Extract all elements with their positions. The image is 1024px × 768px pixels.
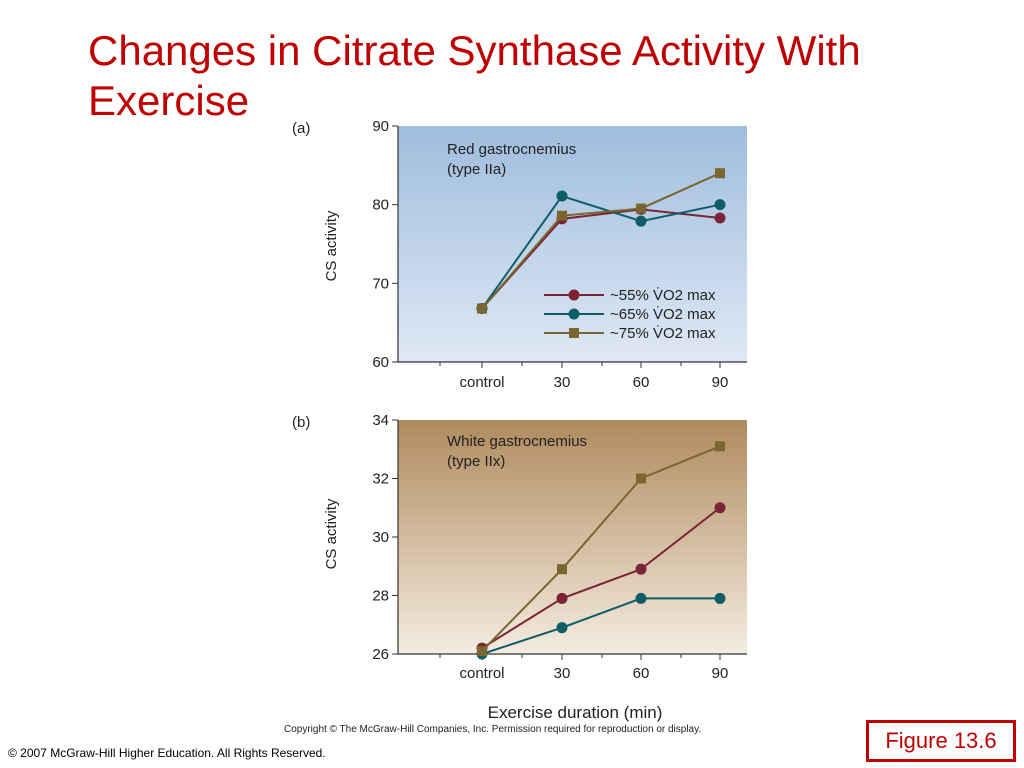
- x-tick-label: 90: [712, 374, 729, 391]
- panel-annotation: Red gastrocnemius: [447, 141, 576, 158]
- data-point-circle: [714, 592, 726, 604]
- y-axis-label: CS activity: [323, 210, 340, 281]
- y-tick-label: 28: [372, 588, 389, 605]
- y-tick-label: 90: [372, 118, 389, 135]
- series-line-3: [481, 445, 721, 652]
- panel-label: (b): [292, 414, 310, 431]
- y-tick-label: 34: [372, 412, 389, 429]
- data-point-square: [557, 210, 567, 221]
- y-tick-label: 80: [372, 197, 389, 214]
- data-point-circle: [556, 592, 568, 604]
- x-tick-label: 30: [554, 665, 571, 682]
- x-tick-label: 30: [554, 374, 571, 391]
- x-tick-label: control: [459, 665, 504, 682]
- data-point-square: [557, 564, 567, 575]
- data-point-circle: [556, 622, 568, 634]
- y-tick-label: 32: [372, 471, 389, 488]
- y-tick-label: 30: [372, 529, 389, 546]
- series-line-2: [481, 194, 721, 310]
- data-point-square: [636, 203, 646, 214]
- panel-label: (a): [292, 120, 310, 137]
- data-point-square: [715, 168, 725, 179]
- legend-entry: ~65% V̇O2 max: [610, 306, 716, 323]
- legend-marker: [568, 289, 580, 301]
- data-point-circle: [556, 190, 568, 202]
- data-point-square: [715, 441, 725, 452]
- legend-marker: [569, 328, 579, 338]
- data-point-square: [477, 303, 487, 314]
- footer-copyright: © 2007 McGraw-Hill Higher Education. All…: [8, 746, 326, 760]
- panel-annotation: (type IIa): [447, 161, 506, 178]
- x-axis-label: Exercise duration (min): [488, 703, 663, 722]
- data-point-circle: [714, 502, 726, 514]
- plot-area: [398, 126, 747, 362]
- legend: ~55% V̇O2 max ~65% V̇O2 max ~75% V̇O2 max: [544, 287, 716, 342]
- chart-panel-b: 26 28 30 32 34 control 30 60 90 (b) CS activity Whi…: [292, 412, 747, 722]
- y-tick-label: 26: [372, 646, 389, 663]
- figure-copyright: Copyright © The McGraw-Hill Companies, I…: [284, 724, 702, 735]
- data-point-circle: [635, 592, 647, 604]
- panel-annotation: (type IIx): [447, 453, 505, 470]
- legend-entry: ~55% V̇O2 max: [610, 287, 716, 304]
- data-point-circle: [635, 563, 647, 575]
- legend-entry: ~75% V̇O2 max: [610, 325, 716, 342]
- x-tick-label: control: [459, 374, 504, 391]
- data-point-square: [477, 646, 487, 657]
- x-tick-label: 60: [633, 374, 650, 391]
- figure-label: Figure 13.6: [866, 720, 1016, 762]
- data-point-circle: [714, 212, 726, 224]
- y-tick-label: 60: [372, 354, 389, 371]
- x-tick-label: 90: [712, 665, 729, 682]
- chart-panel-a: 60 70 80 90 control 30 60 90 (a) CS activity Red g…: [292, 118, 747, 391]
- x-tick-label: 60: [633, 665, 650, 682]
- legend-marker: [568, 308, 580, 320]
- slide-title: Changes in Citrate Synthase Activity Wit…: [88, 27, 861, 124]
- data-point-circle: [714, 199, 726, 211]
- data-point-square: [636, 473, 646, 484]
- panel-annotation: White gastrocnemius: [447, 433, 587, 450]
- y-tick-label: 70: [372, 275, 389, 292]
- series-line-3: [481, 172, 721, 310]
- series-line-1: [481, 506, 721, 649]
- data-point-circle: [635, 215, 647, 227]
- y-axis-label: CS activity: [323, 498, 340, 569]
- series-line-2: [481, 597, 720, 655]
